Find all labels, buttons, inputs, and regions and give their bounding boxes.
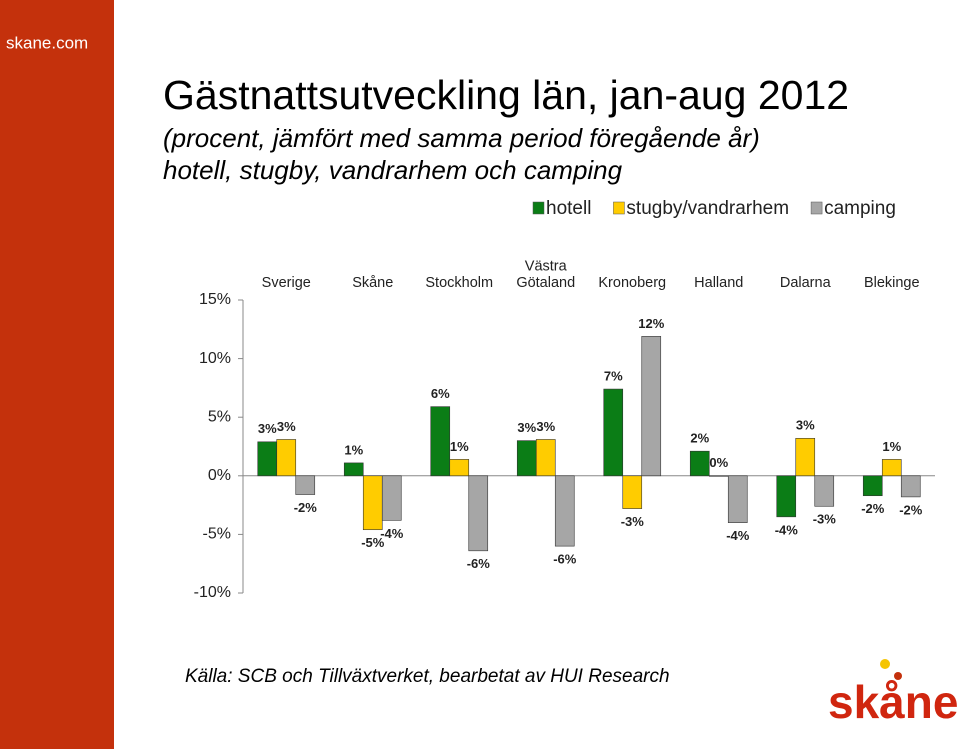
value-label: 1% <box>450 439 469 454</box>
bar <box>343 462 364 477</box>
logo-dot <box>894 672 902 680</box>
legend-swatch <box>532 201 545 215</box>
sidebar-text: skane.com <box>6 33 88 52</box>
value-label: -6% <box>553 552 577 567</box>
category-label: Kronoberg <box>598 275 666 291</box>
value-label: -3% <box>813 512 837 527</box>
chart-subtitle: (procent, jämfört med samma period föreg… <box>163 123 760 153</box>
legend-swatch <box>613 201 625 215</box>
category-label: Sverige <box>262 275 311 291</box>
value-label: 3% <box>277 419 296 434</box>
category-label: Skåne <box>352 275 393 291</box>
bar <box>776 475 797 518</box>
y-tick-label: 10% <box>199 350 231 367</box>
bar <box>516 440 537 477</box>
chart-title: Gästnattsutveckling län, jan-aug 2012 <box>163 72 849 118</box>
bar <box>468 475 489 552</box>
value-label: 12% <box>638 316 664 331</box>
bar <box>727 475 748 523</box>
category-label: Dalarna <box>780 275 832 291</box>
bar <box>430 406 451 477</box>
bar <box>900 475 921 498</box>
value-label: 3% <box>796 418 815 433</box>
bar <box>276 439 297 477</box>
value-label: 3% <box>536 419 555 434</box>
bar <box>862 475 883 497</box>
category-label: Stockholm <box>425 275 493 291</box>
y-tick-label: -10% <box>194 584 231 601</box>
legend-label: stugby/vandrarhem <box>626 198 789 219</box>
category-label: Blekinge <box>864 275 920 291</box>
value-label: -2% <box>294 500 318 515</box>
source-note: Källa: SCB och Tillväxtverket, bearbetat… <box>185 666 670 687</box>
bar <box>381 475 402 521</box>
y-tick-label: 0% <box>208 467 231 484</box>
value-label: -5% <box>361 535 385 550</box>
value-label: 6% <box>431 386 450 401</box>
bar <box>295 475 316 495</box>
value-label: 2% <box>690 431 709 446</box>
value-label: 1% <box>882 439 901 454</box>
logo: skåne <box>828 676 958 728</box>
bar <box>535 439 556 477</box>
y-tick-label: 15% <box>199 291 231 308</box>
value-label: 1% <box>344 442 363 457</box>
bar <box>257 441 278 477</box>
legend-swatch <box>810 201 823 215</box>
logo-dot <box>880 659 890 669</box>
bar <box>708 475 729 477</box>
y-tick-label: -5% <box>203 526 231 543</box>
bar <box>449 459 470 477</box>
bar <box>603 388 624 477</box>
value-label: -4% <box>726 528 750 543</box>
bar <box>622 475 643 509</box>
value-label: -2% <box>861 501 885 516</box>
bar <box>641 336 662 477</box>
legend-label: camping <box>824 198 896 219</box>
bar <box>881 459 902 477</box>
value-label: -4% <box>380 526 404 541</box>
value-label: -6% <box>467 556 491 571</box>
value-label: 0% <box>709 455 728 470</box>
value-label: 3% <box>517 420 536 435</box>
bar <box>814 475 835 507</box>
bar <box>795 437 816 477</box>
sidebar-band <box>0 0 114 749</box>
category-label: Västra Götaland <box>516 258 575 291</box>
value-label: -2% <box>899 502 923 517</box>
legend-label: hotell <box>546 198 591 219</box>
bar <box>689 450 710 477</box>
value-label: -4% <box>775 522 799 537</box>
y-tick-label: 5% <box>208 408 231 425</box>
chart: hotell stugby/vandrarhem camping -10% -5% 0% 5… <box>194 198 935 601</box>
bar <box>554 475 575 547</box>
value-label: 7% <box>604 369 623 384</box>
category-label: Halland <box>694 275 743 291</box>
value-label: 3% <box>258 421 277 436</box>
value-label: -3% <box>621 514 645 529</box>
chart-subtitle: hotell, stugby, vandrarhem och camping <box>163 155 623 185</box>
bar <box>362 475 383 531</box>
